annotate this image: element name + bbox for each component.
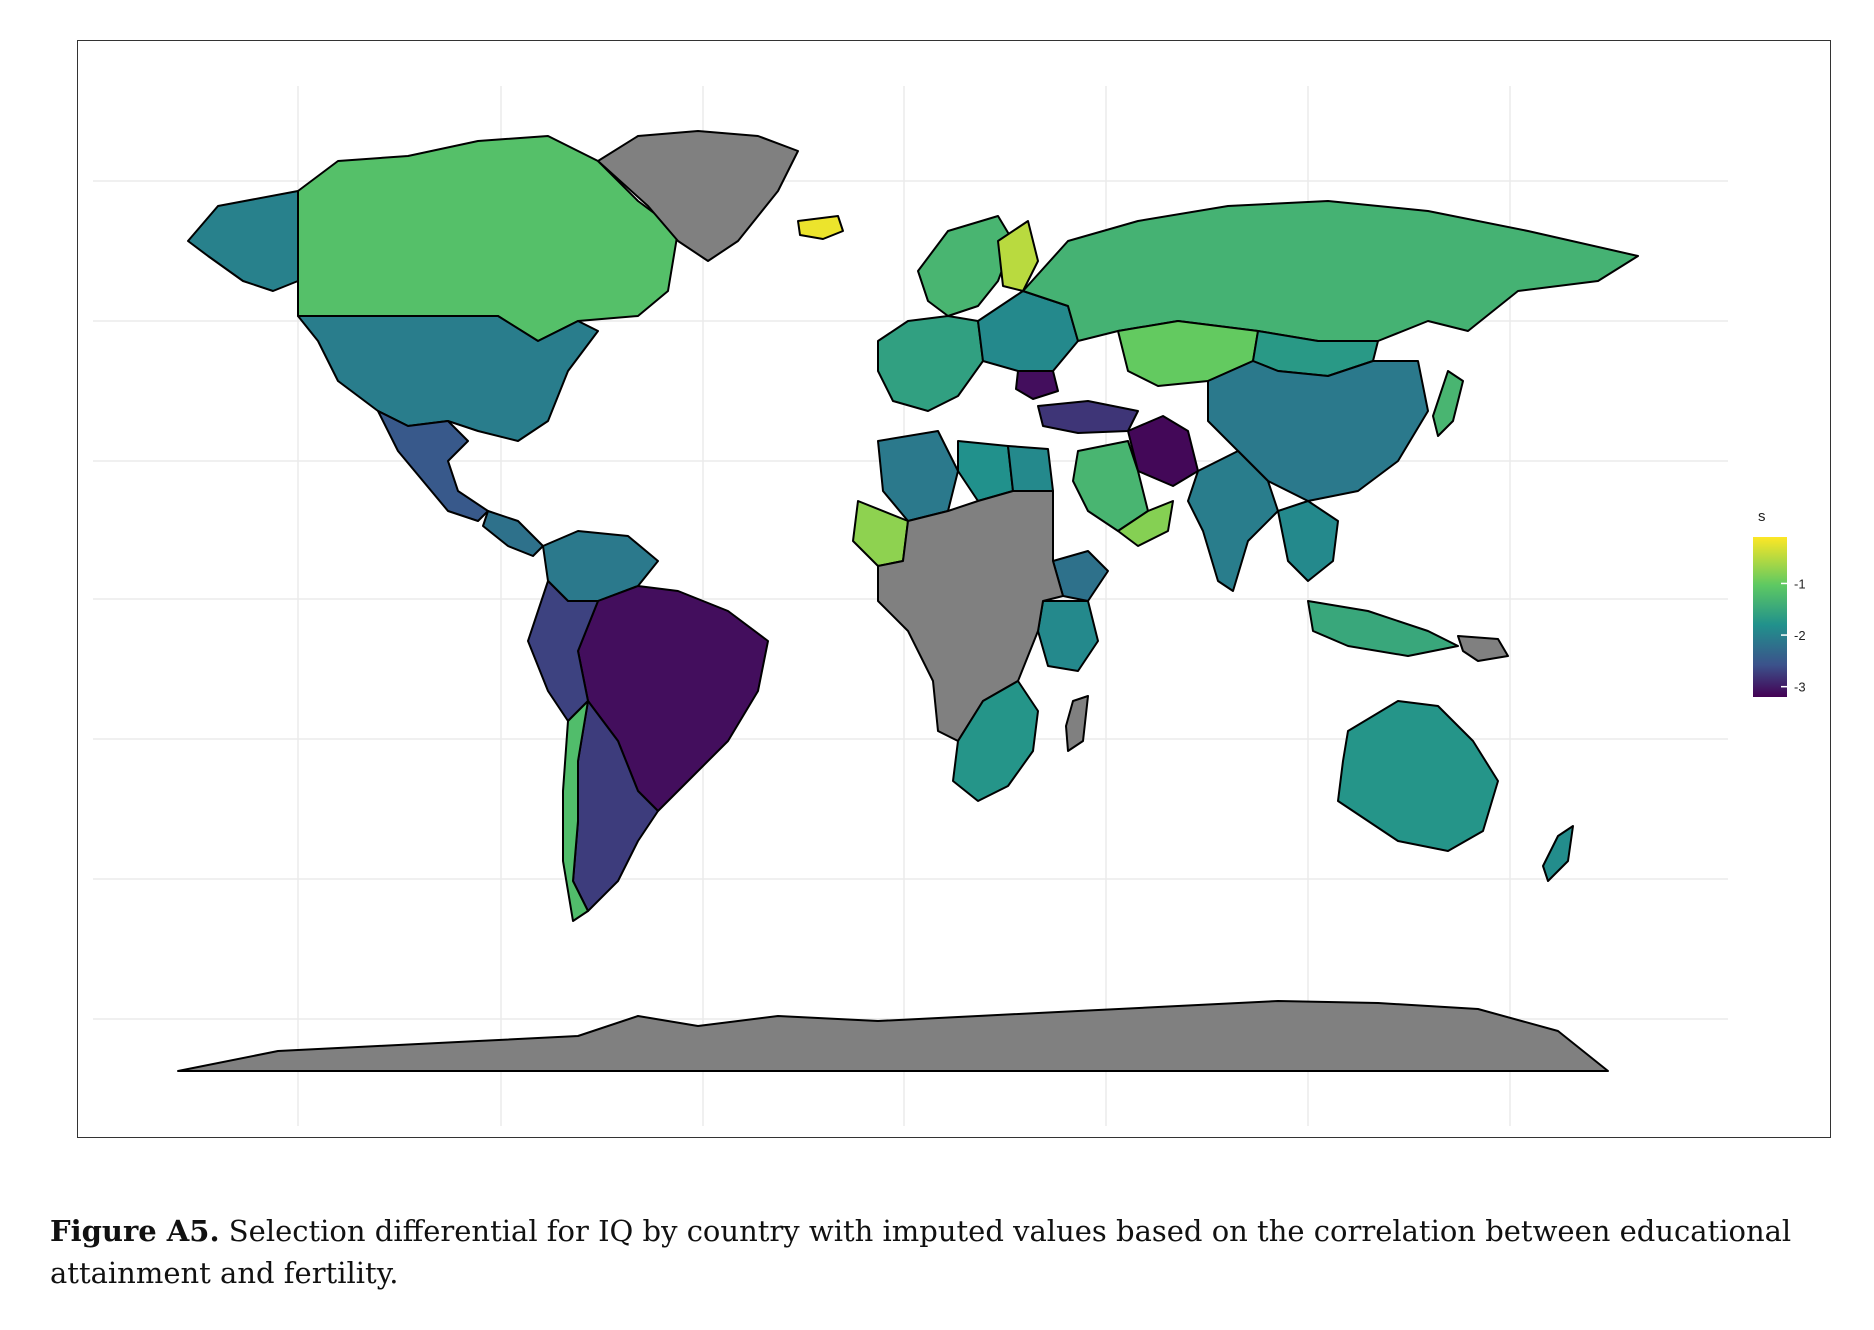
- region-yemen-oman: [1117, 500, 1174, 547]
- legend-tick-label: -3: [1794, 680, 1806, 695]
- region-madagascar: [1065, 695, 1089, 752]
- region-iceland: [797, 215, 844, 240]
- region-chile: [562, 700, 589, 922]
- legend-title: s: [1758, 508, 1766, 525]
- region-russia: [1022, 200, 1639, 342]
- region-turkey: [1037, 400, 1139, 434]
- region-finland: [997, 220, 1039, 292]
- region-greenland: [597, 130, 799, 262]
- region-usa: [297, 315, 599, 442]
- figure-caption: Figure A5. Selection differential for IQ…: [50, 1210, 1850, 1294]
- legend-tick-label: -1: [1794, 576, 1806, 591]
- map-panel: s -1 -2 -3: [77, 40, 1831, 1138]
- region-algeria: [877, 430, 959, 522]
- caption-text: Selection differential for IQ by country…: [50, 1214, 1792, 1290]
- region-romania: [1015, 370, 1059, 400]
- region-antarctica: [177, 1000, 1609, 1072]
- region-southern-africa: [952, 680, 1039, 802]
- region-india: [1187, 450, 1279, 592]
- region-indonesia: [1307, 600, 1459, 657]
- region-mexico: [377, 410, 489, 522]
- region-southeast-asia: [1277, 500, 1339, 582]
- region-kenya-tanzania: [1037, 600, 1099, 672]
- region-japan: [1432, 370, 1464, 437]
- country-regions: [177, 130, 1639, 1072]
- legend-tick-label: -2: [1794, 628, 1806, 643]
- region-scandinavia: [917, 215, 1014, 317]
- caption-label: Figure A5.: [50, 1214, 220, 1248]
- world-map: s -1 -2 -3: [93, 86, 1806, 1126]
- region-new-zealand: [1542, 825, 1574, 882]
- region-papua-new-guinea: [1457, 635, 1509, 662]
- color-legend: s -1 -2 -3: [1753, 508, 1806, 697]
- region-egypt: [1007, 445, 1054, 492]
- region-libya: [957, 440, 1014, 502]
- region-western-europe: [877, 315, 984, 412]
- region-central-america: [482, 510, 544, 557]
- legend-colorbar: [1753, 537, 1787, 697]
- region-alaska-usa-: [187, 190, 299, 292]
- region-australia: [1337, 700, 1499, 852]
